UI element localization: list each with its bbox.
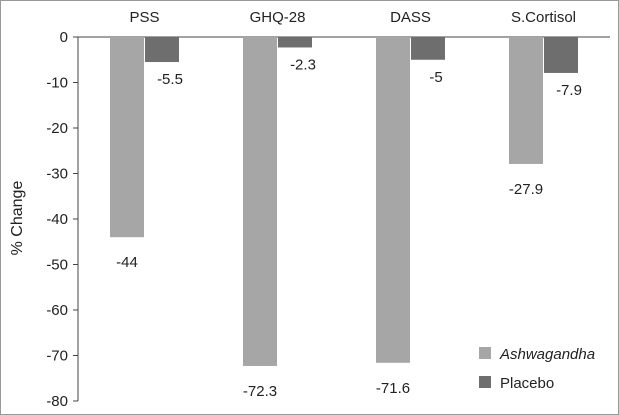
data-label: -2.3	[290, 56, 316, 73]
data-label: -72.3	[243, 383, 277, 400]
bar-placebo	[145, 37, 179, 63]
data-label: -7.9	[556, 82, 582, 99]
bar-placebo	[544, 37, 578, 73]
y-tick-label: -70	[46, 348, 68, 365]
bar-ashwagandha	[376, 37, 410, 363]
data-label: -27.9	[509, 181, 543, 198]
legend-swatch	[479, 376, 491, 388]
bar-ashwagandha	[110, 37, 144, 238]
bar-ashwagandha	[509, 37, 543, 164]
data-label: -71.6	[376, 380, 410, 397]
data-label: -5.5	[157, 71, 183, 88]
category-label: PSS	[129, 9, 159, 26]
data-label: -44	[116, 254, 138, 271]
legend: Ashwagandha Placebo	[479, 346, 595, 392]
y-tick-label: -10	[46, 75, 68, 92]
y-axis-title: % Change	[9, 181, 26, 256]
y-tick-label: -40	[46, 211, 68, 228]
y-tick-label: -50	[46, 257, 68, 274]
data-labels-group: -44 -5.5 -72.3 -2.3 -71.6 -5 -27.9 -7.9	[116, 56, 582, 400]
bar-ashwagandha	[243, 37, 277, 366]
bar-placebo	[278, 37, 312, 48]
legend-label: Placebo	[500, 375, 554, 392]
y-tick-label: -30	[46, 166, 68, 183]
y-tick-label: -60	[46, 302, 68, 319]
y-axis: 0 -10 -20 -30 -40 -50 -60 -70 -80	[46, 29, 610, 410]
category-label: DASS	[390, 9, 431, 26]
category-labels-group: PSS GHQ-28 DASS S.Cortisol	[129, 9, 576, 26]
bars-group	[110, 37, 578, 366]
category-label: S.Cortisol	[511, 9, 576, 26]
y-tick-label: -80	[46, 393, 68, 410]
bar-placebo	[411, 37, 445, 60]
y-tick-label: 0	[60, 29, 68, 46]
category-label: GHQ-28	[250, 9, 306, 26]
y-tick-label: -20	[46, 120, 68, 137]
data-label: -5	[429, 69, 442, 86]
legend-label: Ashwagandha	[499, 346, 595, 363]
legend-swatch	[479, 347, 491, 359]
